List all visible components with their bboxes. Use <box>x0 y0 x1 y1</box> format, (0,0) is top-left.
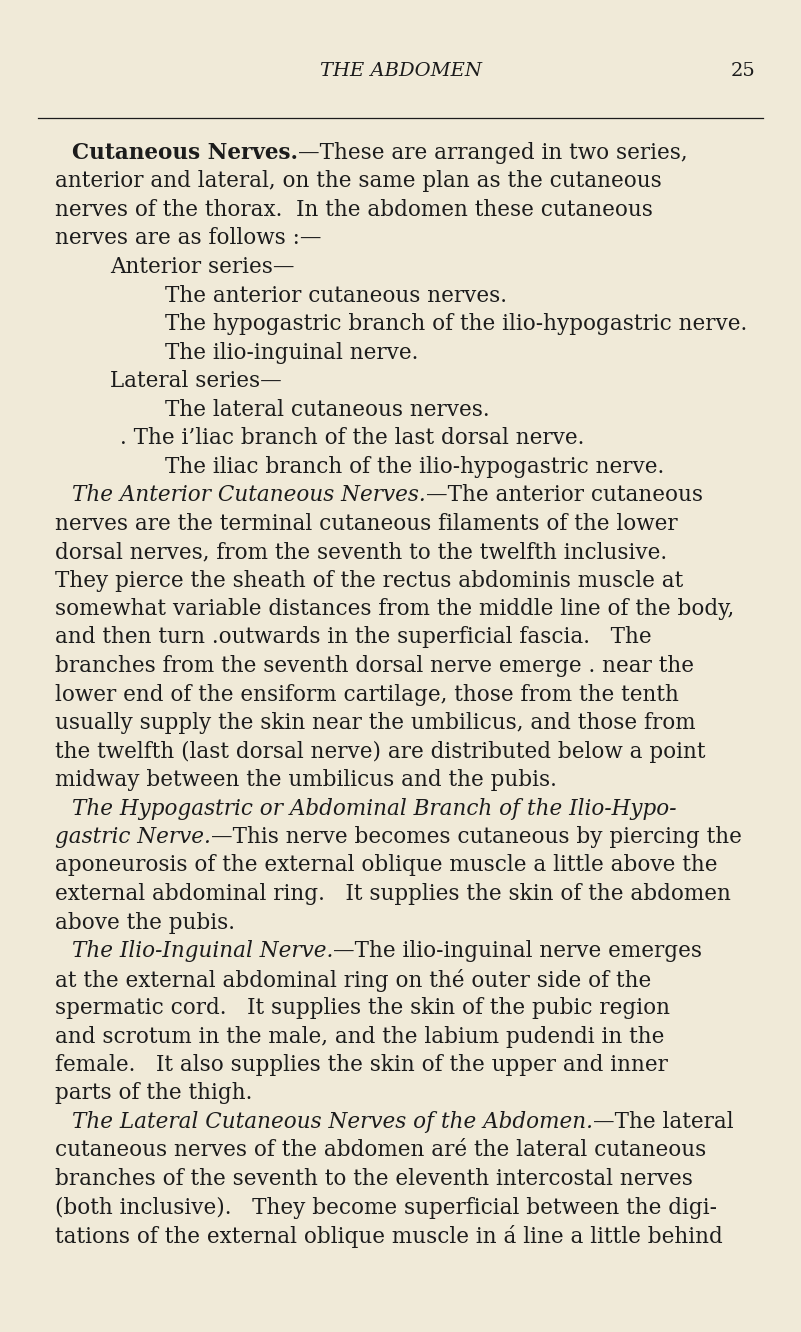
Text: somewhat variable distances from the middle line of the body,: somewhat variable distances from the mid… <box>55 598 735 619</box>
Text: —The lateral: —The lateral <box>593 1111 734 1134</box>
Text: tations of the external oblique muscle in á line a little behind: tations of the external oblique muscle i… <box>55 1225 723 1248</box>
Text: parts of the thigh.: parts of the thigh. <box>55 1083 252 1104</box>
Text: Lateral series—: Lateral series— <box>110 370 282 392</box>
Text: nerves are as follows :—: nerves are as follows :— <box>55 228 321 249</box>
Text: The hypogastric branch of the ilio-hypogastric nerve.: The hypogastric branch of the ilio-hypog… <box>165 313 747 336</box>
Text: spermatic cord.   It supplies the skin of the pubic region: spermatic cord. It supplies the skin of … <box>55 996 670 1019</box>
Text: Cutaneous Nerves.: Cutaneous Nerves. <box>72 143 298 164</box>
Text: usually supply the skin near the umbilicus, and those from: usually supply the skin near the umbilic… <box>55 713 695 734</box>
Text: midway between the umbilicus and the pubis.: midway between the umbilicus and the pub… <box>55 769 557 791</box>
Text: aponeurosis of the external oblique muscle a little above the: aponeurosis of the external oblique musc… <box>55 855 718 876</box>
Text: lower end of the ensiform cartilage, those from the tenth: lower end of the ensiform cartilage, tho… <box>55 683 679 706</box>
Text: above the pubis.: above the pubis. <box>55 911 235 934</box>
Text: The ilio-inguinal nerve.: The ilio-inguinal nerve. <box>165 341 418 364</box>
Text: and scrotum in the male, and the labium pudendi in the: and scrotum in the male, and the labium … <box>55 1026 664 1047</box>
Text: gastric Nerve.: gastric Nerve. <box>55 826 211 848</box>
Text: the twelfth (last dorsal nerve) are distributed below a point: the twelfth (last dorsal nerve) are dist… <box>55 741 706 763</box>
Text: The Ilio-Inguinal Nerve.: The Ilio-Inguinal Nerve. <box>72 940 333 962</box>
Text: THE ABDOMEN: THE ABDOMEN <box>320 63 482 80</box>
Text: (both inclusive).   They become superficial between the digi-: (both inclusive). They become superficia… <box>55 1196 717 1219</box>
Text: at the external abdominal ring on thé outer side of the: at the external abdominal ring on thé o… <box>55 968 651 991</box>
Text: branches of the seventh to the eleventh intercostal nerves: branches of the seventh to the eleventh … <box>55 1168 693 1189</box>
Text: Anterior series—: Anterior series— <box>110 256 295 278</box>
Text: anterior and lateral, on the same plan as the cutaneous: anterior and lateral, on the same plan a… <box>55 170 662 193</box>
Text: The iliac branch of the ilio-hypogastric nerve.: The iliac branch of the ilio-hypogastric… <box>165 456 664 477</box>
Text: The lateral cutaneous nerves.: The lateral cutaneous nerves. <box>165 398 489 421</box>
Text: external abdominal ring.   It supplies the skin of the abdomen: external abdominal ring. It supplies the… <box>55 883 731 904</box>
Text: They pierce the sheath of the rectus abdominis muscle at: They pierce the sheath of the rectus abd… <box>55 570 683 591</box>
Text: female.   It also supplies the skin of the upper and inner: female. It also supplies the skin of the… <box>55 1054 668 1076</box>
Text: The Lateral Cutaneous Nerves of the Abdomen.: The Lateral Cutaneous Nerves of the Abdo… <box>72 1111 593 1134</box>
Text: branches from the seventh dorsal nerve emerge . near the: branches from the seventh dorsal nerve e… <box>55 655 694 677</box>
Text: —This nerve becomes cutaneous by piercing the: —This nerve becomes cutaneous by piercin… <box>211 826 742 848</box>
Text: nerves are the terminal cutaneous filaments of the lower: nerves are the terminal cutaneous filame… <box>55 513 678 534</box>
Text: —The ilio-inguinal nerve emerges: —The ilio-inguinal nerve emerges <box>333 940 702 962</box>
Text: dorsal nerves, from the seventh to the twelfth inclusive.: dorsal nerves, from the seventh to the t… <box>55 541 667 563</box>
Text: nerves of the thorax.  In the abdomen these cutaneous: nerves of the thorax. In the abdomen the… <box>55 198 653 221</box>
Text: —The anterior cutaneous: —The anterior cutaneous <box>426 484 702 506</box>
Text: cutaneous nerves of the abdomen aré the lateral cutaneous: cutaneous nerves of the abdomen aré the… <box>55 1139 706 1162</box>
Text: . The i’liac branch of the last dorsal nerve.: . The i’liac branch of the last dorsal n… <box>120 428 585 449</box>
Text: The Hypogastric or Abdominal Branch of the Ilio-Hypo-: The Hypogastric or Abdominal Branch of t… <box>72 798 677 819</box>
Text: The anterior cutaneous nerves.: The anterior cutaneous nerves. <box>165 285 507 306</box>
Text: and then turn .outwards in the superficial fascia.   The: and then turn .outwards in the superfici… <box>55 626 652 649</box>
Text: 25: 25 <box>731 63 755 80</box>
Text: —These are arranged in two series,: —These are arranged in two series, <box>298 143 688 164</box>
Text: The Anterior Cutaneous Nerves.: The Anterior Cutaneous Nerves. <box>72 484 426 506</box>
